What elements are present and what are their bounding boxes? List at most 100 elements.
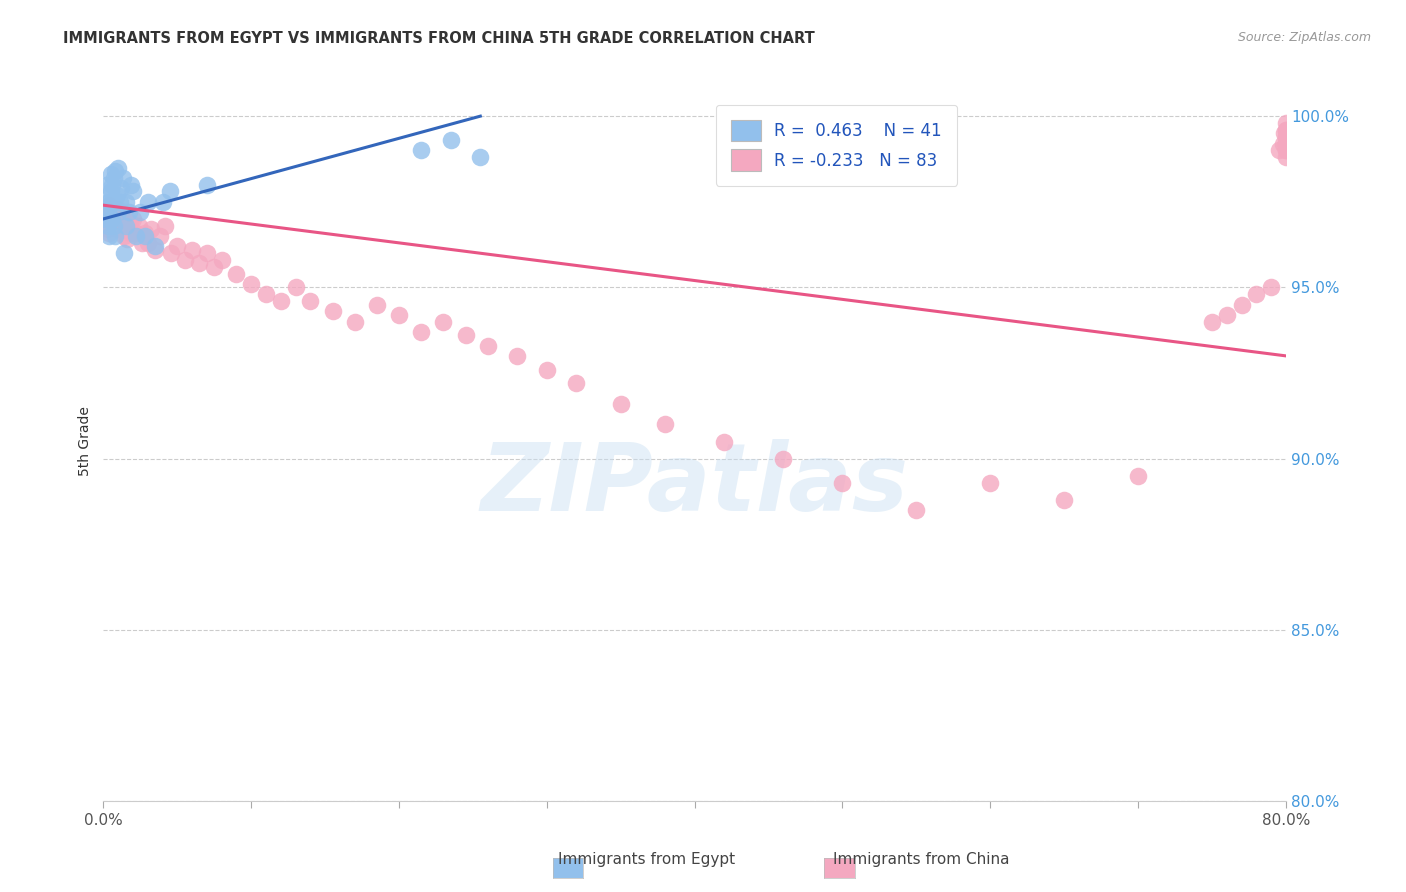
Point bbox=[105, 222, 128, 236]
Point bbox=[105, 188, 128, 202]
Text: Immigrants from Egypt: Immigrants from Egypt bbox=[558, 852, 735, 867]
Point bbox=[299, 294, 322, 309]
Point bbox=[125, 226, 148, 240]
Point bbox=[143, 243, 166, 257]
Point bbox=[111, 222, 134, 236]
Point bbox=[100, 167, 122, 181]
Point bbox=[470, 150, 492, 164]
Point bbox=[134, 226, 156, 240]
Point bbox=[108, 215, 131, 229]
Point bbox=[129, 205, 152, 219]
Point bbox=[103, 170, 125, 185]
Point bbox=[173, 252, 195, 267]
Point bbox=[654, 417, 676, 432]
Point bbox=[1126, 468, 1149, 483]
Point bbox=[1275, 129, 1298, 144]
Point bbox=[97, 219, 120, 233]
Point bbox=[101, 194, 124, 209]
Point bbox=[411, 144, 433, 158]
Point bbox=[136, 194, 159, 209]
Point bbox=[112, 246, 135, 260]
Point bbox=[454, 328, 477, 343]
Point bbox=[1053, 492, 1076, 507]
Point bbox=[114, 215, 136, 229]
Point bbox=[101, 211, 124, 226]
Text: Source: ZipAtlas.com: Source: ZipAtlas.com bbox=[1237, 31, 1371, 45]
Point bbox=[321, 304, 343, 318]
Point bbox=[1216, 308, 1239, 322]
Point bbox=[136, 235, 159, 250]
Point bbox=[104, 164, 127, 178]
Point bbox=[772, 451, 794, 466]
Point bbox=[713, 434, 735, 449]
Point bbox=[270, 294, 292, 309]
Point bbox=[1275, 144, 1298, 158]
Point bbox=[1230, 297, 1253, 311]
Point bbox=[104, 209, 127, 223]
Point bbox=[388, 308, 411, 322]
Point bbox=[96, 178, 118, 192]
Legend: R =  0.463    N = 41, R = -0.233   N = 83: R = 0.463 N = 41, R = -0.233 N = 83 bbox=[716, 104, 957, 186]
Point bbox=[115, 232, 138, 246]
Point bbox=[103, 219, 125, 233]
Point bbox=[96, 194, 118, 209]
Point bbox=[121, 178, 143, 192]
Text: ZIPatlas: ZIPatlas bbox=[481, 439, 908, 531]
Point bbox=[1260, 280, 1282, 294]
Point bbox=[211, 252, 233, 267]
Point bbox=[94, 211, 117, 226]
Point bbox=[905, 503, 928, 517]
Point bbox=[1267, 144, 1289, 158]
Point bbox=[1275, 123, 1298, 137]
Point bbox=[121, 226, 143, 240]
Point bbox=[366, 297, 388, 311]
Point bbox=[254, 287, 277, 301]
Point bbox=[1275, 129, 1298, 144]
Point bbox=[343, 315, 366, 329]
Point bbox=[181, 243, 204, 257]
Point bbox=[1272, 136, 1295, 151]
Point bbox=[1201, 315, 1223, 329]
Point bbox=[122, 185, 145, 199]
Point bbox=[131, 235, 153, 250]
Point bbox=[202, 260, 225, 274]
Point bbox=[98, 194, 121, 209]
Point bbox=[1275, 123, 1298, 137]
Point bbox=[118, 215, 141, 229]
Point bbox=[94, 202, 117, 216]
Text: IMMIGRANTS FROM EGYPT VS IMMIGRANTS FROM CHINA 5TH GRADE CORRELATION CHART: IMMIGRANTS FROM EGYPT VS IMMIGRANTS FROM… bbox=[63, 31, 815, 46]
Point bbox=[160, 246, 183, 260]
Point bbox=[536, 362, 558, 376]
Point bbox=[97, 222, 120, 236]
Point bbox=[1275, 144, 1298, 158]
Y-axis label: 5th Grade: 5th Grade bbox=[79, 407, 93, 476]
Point bbox=[159, 185, 181, 199]
Point bbox=[240, 277, 263, 291]
Point bbox=[108, 194, 131, 209]
Point bbox=[1275, 136, 1298, 151]
Point bbox=[1246, 287, 1268, 301]
Point bbox=[103, 219, 125, 233]
Text: Immigrants from China: Immigrants from China bbox=[832, 852, 1010, 867]
Point bbox=[565, 376, 588, 391]
Point bbox=[195, 246, 218, 260]
Point bbox=[432, 315, 454, 329]
Point bbox=[107, 202, 129, 216]
Point bbox=[100, 211, 122, 226]
Point bbox=[148, 229, 170, 244]
Point bbox=[506, 349, 529, 363]
Point bbox=[1275, 150, 1298, 164]
Point bbox=[831, 475, 853, 490]
Point bbox=[979, 475, 1001, 490]
Point bbox=[114, 194, 136, 209]
Point bbox=[195, 178, 218, 192]
Point bbox=[97, 205, 120, 219]
Point bbox=[112, 229, 135, 244]
Point bbox=[100, 185, 122, 199]
Point bbox=[1275, 136, 1298, 151]
Point bbox=[122, 211, 145, 226]
Point bbox=[117, 222, 139, 236]
Point bbox=[97, 205, 120, 219]
Point bbox=[128, 219, 150, 233]
Point bbox=[98, 198, 121, 212]
